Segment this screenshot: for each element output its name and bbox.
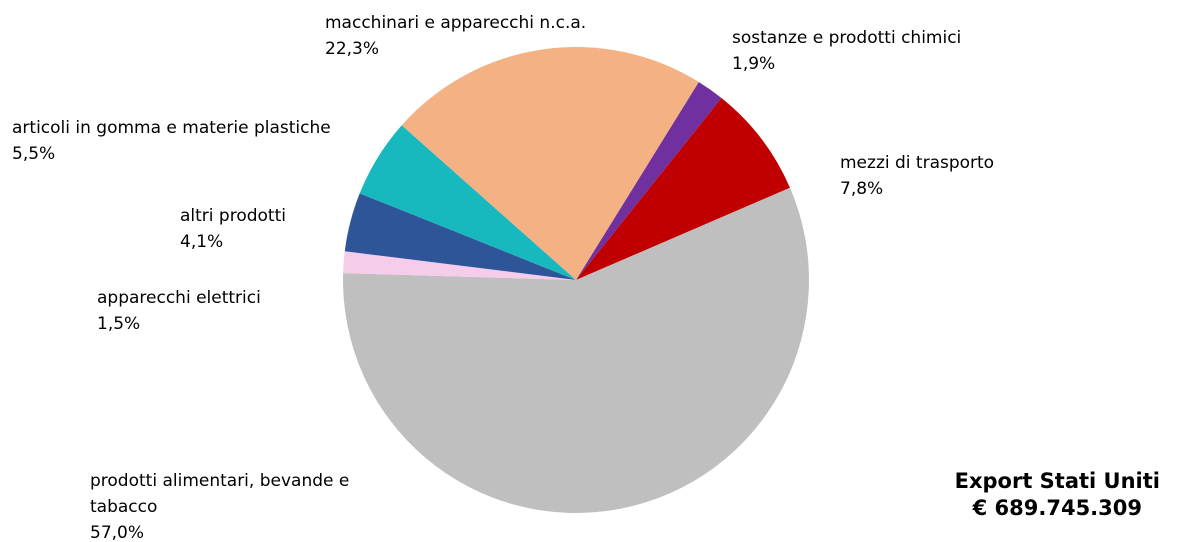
slice-value: 7,8% (840, 179, 884, 199)
pie-slice (576, 97, 790, 281)
slice-name: apparecchi elettrici (97, 288, 261, 308)
slice-name: mezzi di trasporto (840, 153, 995, 173)
slice-label: sostanze e prodotti chimici 1,9% (732, 25, 961, 77)
pie-slice (359, 125, 576, 280)
slice-value: 5,5% (12, 144, 56, 164)
pie-slice (401, 46, 699, 280)
chart-subtitle: € 689.745.309 (972, 496, 1142, 520)
slice-name: sostanze e prodotti chimici (732, 28, 962, 48)
slice-name: articoli in gomma e materie plastiche (12, 118, 331, 138)
pie-slice (344, 193, 576, 280)
slice-name: prodotti alimentari, bevande e tabacco (90, 471, 350, 517)
slice-label: macchinari e apparecchi n.c.a. 22,3% (325, 10, 586, 62)
pie-slice (576, 81, 722, 280)
slice-value: 57,0% (90, 523, 145, 542)
pie-slice (342, 187, 809, 513)
slice-label: prodotti alimentari, bevande e tabacco 57… (90, 468, 410, 542)
slice-value: 4,1% (180, 232, 224, 252)
slice-label: apparecchi elettrici 1,5% (97, 285, 261, 337)
slice-label: articoli in gomma e materie plastiche 5,5… (12, 115, 331, 167)
slice-value: 1,9% (732, 54, 776, 74)
slice-name: macchinari e apparecchi n.c.a. (325, 13, 587, 33)
slice-label: altri prodotti 4,1% (180, 203, 286, 255)
slice-name: altri prodotti (180, 206, 286, 226)
slice-label: mezzi di trasporto 7,8% (840, 150, 994, 202)
total-box: Export Stati Uniti € 689.745.309 (955, 468, 1160, 522)
slice-value: 1,5% (97, 314, 141, 334)
chart-title: Export Stati Uniti (954, 469, 1160, 493)
pie-slice (343, 251, 576, 280)
slice-value: 22,3% (325, 39, 380, 59)
